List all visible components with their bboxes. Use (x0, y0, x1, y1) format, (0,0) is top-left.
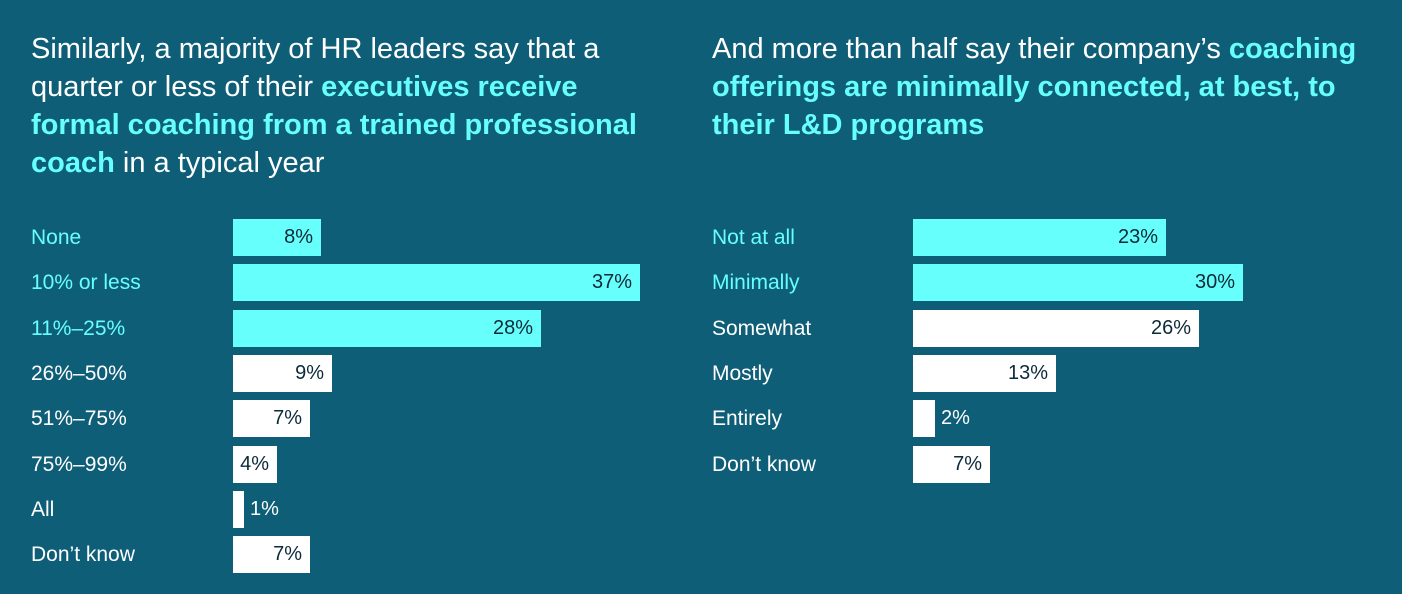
bar (233, 536, 310, 573)
bar (233, 264, 640, 301)
value-label: 26% (1150, 317, 1191, 339)
category-label: None (31, 226, 82, 249)
bar (233, 310, 541, 347)
value-label: 37% (591, 271, 632, 293)
bar (913, 400, 935, 437)
bar (913, 264, 1243, 301)
value-label: 30% (1194, 271, 1235, 293)
category-label: Somewhat (712, 317, 812, 340)
value-label: 7% (273, 543, 302, 565)
category-label: Don’t know (712, 453, 816, 476)
bar (233, 491, 244, 528)
bar (913, 219, 1166, 256)
category-label: 75%–99% (31, 453, 127, 476)
bar (913, 355, 1056, 392)
bar (233, 355, 332, 392)
value-label: 2% (941, 407, 970, 429)
value-label: 8% (284, 226, 313, 248)
value-label: 7% (953, 453, 982, 475)
value-label: 7% (273, 407, 302, 429)
title-text: And more than half say their company’s (712, 33, 1229, 65)
title-highlight-text: coaching offerings are minimally connect… (712, 33, 1357, 141)
value-label: 23% (1117, 226, 1158, 248)
bar (233, 219, 321, 256)
category-label: Mostly (712, 362, 773, 385)
bar (913, 310, 1199, 347)
value-label: 4% (240, 453, 269, 475)
value-label: 1% (250, 498, 279, 520)
bar (913, 446, 990, 483)
category-label: Entirely (712, 407, 783, 430)
category-label: 51%–75% (31, 407, 127, 430)
title-text: Similarly, a majority of HR leaders say … (31, 33, 600, 103)
value-label: 28% (492, 317, 533, 339)
left-chart-title: Similarly, a majority of HR leaders say … (31, 30, 671, 182)
title-text: in a typical year (114, 147, 325, 179)
category-label: 26%–50% (31, 362, 127, 385)
category-label: Minimally (712, 271, 800, 294)
category-label: 10% or less (31, 271, 141, 294)
title-highlight-text: executives receive formal coaching from … (31, 71, 637, 179)
bar (233, 400, 310, 437)
category-label: 11%–25% (31, 317, 126, 340)
value-label: 9% (295, 362, 324, 384)
category-label: Not at all (712, 226, 795, 249)
right-chart-title: And more than half say their company’s c… (712, 30, 1392, 144)
category-label: All (31, 498, 55, 521)
value-label: 13% (1007, 362, 1048, 384)
bar (233, 446, 277, 483)
category-label: Don’t know (31, 543, 135, 566)
